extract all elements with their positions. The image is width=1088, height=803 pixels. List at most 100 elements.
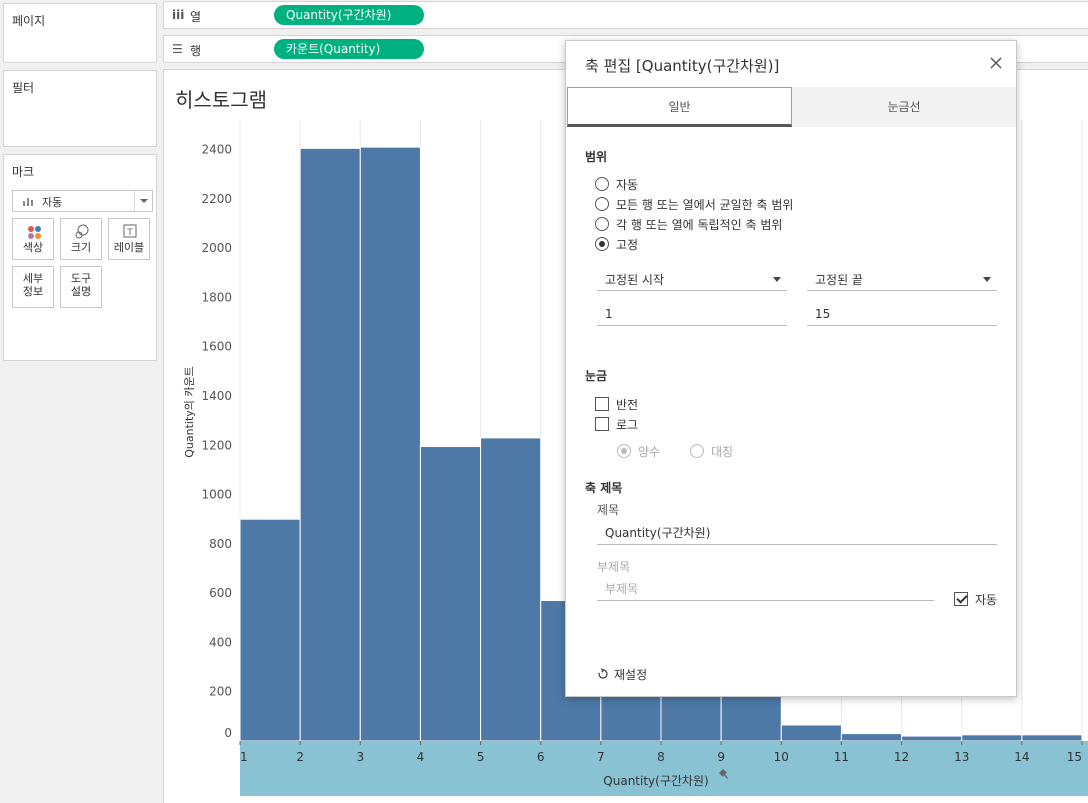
color-label: 색상 xyxy=(22,241,44,254)
columns-pill[interactable]: Quantity(구간차원) xyxy=(274,5,424,25)
radio-fixed[interactable] xyxy=(595,237,609,251)
label-icon: T xyxy=(123,224,137,238)
x-axis-label: Quantity(구간차원) xyxy=(603,774,708,788)
histogram-bar xyxy=(1021,734,1083,742)
bar-chart-icon xyxy=(23,198,33,206)
auto-subtitle-label: 자동 xyxy=(975,593,998,607)
rows-label: 행 xyxy=(190,44,202,58)
marks-panel: 마크 자동 색상 크기 xyxy=(3,154,157,361)
radio-independent[interactable] xyxy=(595,217,609,231)
histogram-bar xyxy=(840,733,903,742)
tab-tick-marks[interactable]: 눈금선 xyxy=(887,100,921,114)
dialog-title: 축 편집 [Quantity(구간차원)] xyxy=(585,57,780,75)
reversed-checkbox[interactable] xyxy=(595,397,609,411)
radio-fixed-label: 고정 xyxy=(616,238,639,252)
y-tick-label: 1400 xyxy=(201,389,232,403)
detail-button[interactable]: 세부 정보 xyxy=(12,266,54,308)
x-tick-label: 7 xyxy=(597,750,605,764)
marks-title: 마크 xyxy=(12,165,35,179)
label-button[interactable]: T 레이블 xyxy=(108,218,150,260)
x-tick-label: 11 xyxy=(834,750,849,764)
fixed-end-label: 고정된 끝 xyxy=(815,273,863,287)
x-tick-label: 3 xyxy=(356,750,364,764)
svg-text:T: T xyxy=(126,228,133,238)
pin-icon xyxy=(719,769,728,779)
range-section-title: 범위 xyxy=(585,150,608,164)
reset-icon xyxy=(598,668,608,679)
subtitle-field-label: 부제목 xyxy=(597,560,631,574)
y-tick-label: 200 xyxy=(209,685,232,699)
y-tick-label: 0 xyxy=(224,726,232,740)
detail-label: 세부 정보 xyxy=(22,272,44,298)
size-label: 크기 xyxy=(70,241,92,254)
mark-type-label: 자동 xyxy=(42,196,63,209)
x-tick-label: 8 xyxy=(657,750,665,764)
histogram-chart: 0 200 400 600 800 1000 1200 1400 1600 1800 2000 220… xyxy=(183,120,1088,796)
rows-pill[interactable]: 카운트(Quantity) xyxy=(274,39,424,59)
x-tick-label: 4 xyxy=(417,750,425,764)
fixed-end-dropdown[interactable]: 고정된 끝 xyxy=(807,267,997,291)
x-tick-label: 5 xyxy=(477,750,485,764)
x-tick-label: 9 xyxy=(717,750,725,764)
subtitle-field[interactable] xyxy=(597,577,934,601)
y-tick-label: 2400 xyxy=(201,143,232,157)
x-tick-label: 2 xyxy=(296,750,304,764)
columns-shelf[interactable]: iii 열 Quantity(구간차원) xyxy=(163,1,1088,29)
y-tick-label: 1000 xyxy=(201,488,232,502)
chevron-down-icon xyxy=(134,191,152,211)
y-tick-label: 2200 xyxy=(201,192,232,206)
histogram-bar xyxy=(901,735,963,742)
fixed-end-field[interactable] xyxy=(807,302,997,326)
subtitle-input[interactable] xyxy=(597,577,934,600)
histogram-bar xyxy=(239,518,301,742)
edit-axis-dialog: 축 편집 [Quantity(구간차원)] 일반 눈금선 범위 자동 모든 행 … xyxy=(565,40,1017,697)
filters-panel[interactable]: 필터 xyxy=(3,70,157,147)
chevron-down-icon xyxy=(773,277,781,282)
sheet-title: 히스토그램 xyxy=(175,88,267,112)
tab-general[interactable]: 일반 xyxy=(567,87,792,127)
x-tick-label: 10 xyxy=(774,750,789,764)
y-tick-label: 1200 xyxy=(201,438,232,452)
tooltip-label: 도구 설명 xyxy=(70,272,92,298)
pages-panel[interactable]: 페이지 xyxy=(3,3,157,63)
fixed-start-field[interactable] xyxy=(597,302,787,326)
log-label: 로그 xyxy=(616,418,639,432)
columns-label: 열 xyxy=(190,10,202,24)
size-button[interactable]: 크기 xyxy=(60,218,102,260)
positive-label: 양수 xyxy=(638,445,661,459)
histogram-bar xyxy=(359,146,421,742)
y-tick-label: 400 xyxy=(209,635,232,649)
log-checkbox[interactable] xyxy=(595,417,609,431)
auto-subtitle-checkbox[interactable] xyxy=(954,592,968,606)
histogram-bar xyxy=(299,147,361,742)
title-field[interactable] xyxy=(597,521,997,545)
y-tick-label: 1600 xyxy=(201,340,232,354)
x-tick-label: 14 xyxy=(1014,750,1029,764)
color-button[interactable]: 색상 xyxy=(12,218,54,260)
y-tick-label: 800 xyxy=(209,537,232,551)
y-tick-label: 600 xyxy=(209,586,232,600)
fixed-end-input[interactable] xyxy=(807,302,997,325)
radio-uniform[interactable] xyxy=(595,197,609,211)
radio-positive xyxy=(617,444,631,458)
radio-auto-label: 자동 xyxy=(616,178,639,192)
fixed-start-dropdown[interactable]: 고정된 시작 xyxy=(597,267,787,291)
fixed-start-label: 고정된 시작 xyxy=(605,273,665,287)
x-tick-label: 15 xyxy=(1067,750,1082,764)
histogram-bar xyxy=(419,446,482,742)
histogram-bar xyxy=(961,734,1023,742)
dialog-tabs: 일반 눈금선 xyxy=(566,87,1016,127)
y-tick-label: 1800 xyxy=(201,290,232,304)
radio-auto[interactable] xyxy=(595,177,609,191)
reversed-label: 반전 xyxy=(616,398,639,412)
close-icon[interactable] xyxy=(988,55,1004,71)
radio-symmetric xyxy=(690,444,704,458)
fixed-start-input[interactable] xyxy=(597,302,787,325)
x-tick-label: 13 xyxy=(954,750,969,764)
y-tick-label: 2000 xyxy=(201,241,232,255)
tooltip-button[interactable]: 도구 설명 xyxy=(60,266,102,308)
mark-type-dropdown[interactable]: 자동 xyxy=(12,190,153,212)
y-axis-label: Quantity의 카운트 xyxy=(183,366,196,458)
title-input[interactable] xyxy=(597,521,997,544)
histogram-bar xyxy=(780,724,842,742)
